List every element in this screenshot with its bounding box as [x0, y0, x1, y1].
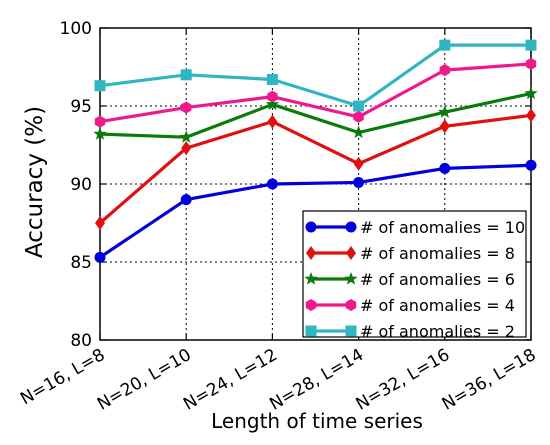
legend-label: # of anomalies = 10 — [360, 218, 525, 237]
data-point — [351, 125, 366, 139]
data-point — [266, 178, 278, 190]
legend-box — [302, 210, 527, 338]
data-point — [353, 100, 365, 112]
data-point — [267, 114, 278, 129]
legend-entry: # of anomalies = 2 — [305, 322, 515, 341]
y-tick-label: 80 — [70, 331, 92, 351]
legend-entry: # of anomalies = 8 — [306, 244, 515, 263]
legend-entry: # of anomalies = 10 — [305, 218, 525, 237]
series-layer — [93, 39, 538, 263]
y-axis-title: Accuracy (%) — [22, 106, 48, 258]
series-line — [98, 113, 532, 225]
data-point — [439, 39, 451, 51]
series-anomalies-8 — [95, 108, 536, 230]
legend-swatch-marker — [305, 221, 317, 233]
data-point — [181, 141, 192, 156]
data-point — [438, 105, 452, 118]
legend-swatch-marker — [306, 246, 316, 260]
legend-swatch-marker — [345, 221, 357, 233]
data-point — [526, 108, 536, 123]
data-point — [95, 216, 105, 230]
data-point — [266, 73, 278, 85]
series-anomalies-10 — [94, 159, 537, 263]
x-axis-title: Length of time series — [211, 409, 423, 433]
data-point — [180, 69, 192, 81]
data-point — [439, 64, 450, 77]
legend: # of anomalies = 10 # of anomalies = 8 # o… — [302, 210, 527, 341]
data-point — [439, 162, 451, 174]
series-anomalies-4 — [94, 57, 537, 128]
legend-swatch-marker — [305, 299, 317, 311]
data-point — [353, 156, 364, 171]
data-point — [179, 130, 193, 143]
data-point — [524, 86, 538, 100]
series-anomalies-2 — [94, 39, 537, 112]
legend-entry: # of anomalies = 4 — [305, 296, 515, 315]
data-point — [94, 251, 106, 263]
legend-swatch-marker — [344, 272, 358, 285]
data-point — [265, 97, 280, 111]
y-tick-label: 90 — [70, 175, 92, 195]
y-axis-ticks: 80 85 90 95 100 — [60, 19, 531, 351]
y-tick-label: 85 — [70, 253, 92, 273]
data-point — [353, 176, 365, 188]
data-point — [353, 110, 364, 123]
data-point — [525, 39, 537, 51]
data-point — [181, 101, 192, 114]
data-point — [94, 80, 106, 92]
legend-swatch-marker — [304, 272, 318, 285]
series-line — [99, 163, 532, 259]
data-point — [267, 90, 278, 103]
data-point — [439, 119, 450, 134]
y-tick-label: 95 — [70, 97, 92, 117]
data-point — [93, 127, 107, 140]
legend-entry: # of anomalies = 6 — [304, 270, 515, 289]
legend-swatch-marker — [346, 246, 356, 260]
data-point — [525, 159, 537, 171]
series-line — [99, 62, 532, 124]
legend-label: # of anomalies = 6 — [360, 270, 515, 289]
legend-label: # of anomalies = 4 — [360, 296, 515, 315]
series-line — [99, 43, 531, 108]
legend-swatch-marker — [345, 299, 357, 311]
data-point — [525, 57, 537, 70]
legend-swatch-marker — [345, 325, 357, 337]
legend-swatch-marker — [305, 325, 317, 337]
series-line — [99, 91, 532, 139]
legend-label: # of anomalies = 8 — [360, 244, 515, 263]
y-tick-label: 100 — [60, 19, 92, 39]
data-point — [180, 194, 192, 206]
legend-label: # of anomalies = 2 — [360, 322, 515, 341]
series-anomalies-6 — [93, 86, 538, 143]
data-point — [94, 115, 106, 128]
